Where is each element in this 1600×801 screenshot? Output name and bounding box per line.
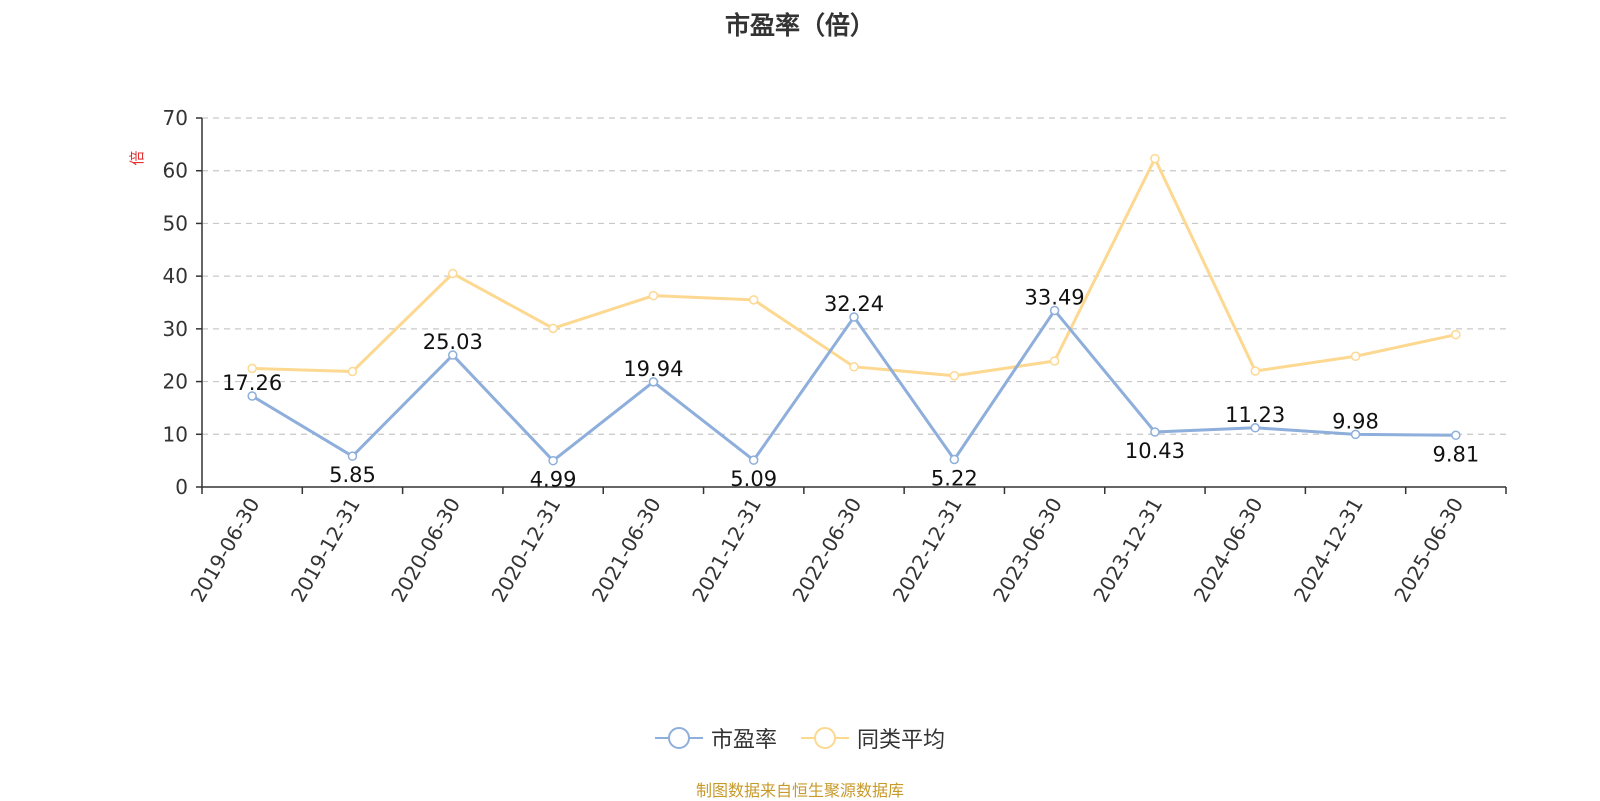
data-point-pe [1049, 305, 1060, 316]
y-tick-label: 10 [163, 422, 188, 446]
data-label-pe: 4.99 [530, 468, 577, 492]
data-point-peer-average [247, 363, 257, 374]
data-point-pe [347, 451, 358, 461]
data-label-pe: 5.22 [931, 466, 978, 490]
y-tick-label: 70 [163, 106, 188, 130]
legend-line-circle-icon [801, 727, 849, 749]
data-point-peer-average [1350, 351, 1361, 362]
legend: 市盈率 同类平均 [0, 722, 1600, 754]
legend-item-peer-average[interactable]: 同类平均 [801, 722, 945, 754]
data-label-pe: 33.49 [1025, 285, 1085, 309]
y-tick-label: 30 [163, 317, 188, 341]
data-label-pe: 32.24 [824, 292, 884, 316]
chart-title: 市盈率（倍） [724, 11, 875, 40]
y-tick-label: 0 [175, 475, 188, 499]
data-point-peer-average [748, 295, 759, 305]
data-point-pe [949, 454, 960, 465]
data-point-pe [1250, 423, 1260, 433]
y-tick-label: 20 [163, 370, 188, 394]
x-tick-label: 2023-06-30 [988, 494, 1067, 607]
data-point-pe [448, 350, 458, 360]
x-tick-label: 2023-12-31 [1088, 494, 1167, 607]
series [247, 153, 1461, 466]
data-point-pe [648, 377, 659, 387]
y-tick-label: 60 [163, 159, 188, 183]
data-point-pe [1350, 429, 1361, 440]
data-point-peer-average [347, 366, 358, 377]
axes: 0 10 20 30 40 50 60 70 2019-06-30 2019-12-31 2020-… [163, 106, 1507, 607]
y-tick-label: 50 [163, 211, 188, 235]
y-axis-label: 倍 [128, 150, 146, 165]
data-label-pe: 11.23 [1225, 403, 1285, 427]
x-tick-label: 2025-06-30 [1389, 494, 1468, 607]
data-point-peer-average [648, 290, 659, 301]
x-tick-label: 2024-06-30 [1189, 494, 1268, 607]
data-label-pe: 9.81 [1432, 442, 1479, 466]
data-point-pe [849, 312, 859, 322]
data-point-pe [247, 391, 257, 401]
legend-label-pe: 市盈率 [710, 728, 777, 753]
data-label-pe: 5.85 [329, 463, 376, 487]
legend-line-circle-icon [654, 727, 703, 749]
data-point-pe [748, 455, 759, 465]
data-point-peer-average [448, 268, 458, 279]
legend-label-peer-average: 同类平均 [857, 728, 946, 753]
data-point-peer-average [1049, 356, 1060, 366]
x-tick-label: 2019-12-31 [286, 494, 365, 607]
data-point-pe [548, 455, 558, 466]
data-point-peer-average [548, 323, 558, 334]
data-label-pe: 5.09 [730, 467, 777, 491]
x-tick-label: 2020-06-30 [386, 494, 465, 607]
data-label-pe: 19.94 [623, 357, 683, 381]
data-point-peer-average [949, 371, 960, 381]
data-point-peer-average [849, 362, 859, 372]
data-point-pe [1451, 430, 1461, 441]
data-label-pe: 17.26 [222, 371, 282, 395]
data-label-pe: 10.43 [1125, 439, 1185, 463]
data-label-pe: 25.03 [423, 330, 483, 354]
data-point-peer-average [1150, 153, 1160, 164]
grid-lines [202, 117, 1506, 435]
legend-item-pe[interactable]: 市盈率 [654, 722, 777, 754]
source-note: 制图数据来自恒生聚源数据库 [695, 781, 904, 800]
x-tick-label: 2024-12-31 [1289, 494, 1368, 607]
x-tick-label: 2021-12-31 [687, 494, 766, 607]
y-tick-label: 40 [163, 264, 188, 288]
x-tick-label: 2021-06-30 [587, 494, 666, 607]
data-point-pe [1150, 427, 1160, 437]
x-tick-label: 2022-06-30 [787, 494, 866, 607]
data-point-peer-average [1451, 329, 1461, 340]
x-tick-label: 2020-12-31 [487, 494, 566, 607]
data-label-pe: 9.98 [1332, 409, 1379, 433]
data-point-peer-average [1250, 366, 1260, 376]
x-tick-label: 2022-12-31 [888, 493, 967, 606]
x-tick-label: 2019-06-30 [186, 494, 265, 607]
data-labels: 17.26 5.85 25.03 4.99 19.94 5.09 32.24 5.22 33.4… [222, 285, 1479, 491]
